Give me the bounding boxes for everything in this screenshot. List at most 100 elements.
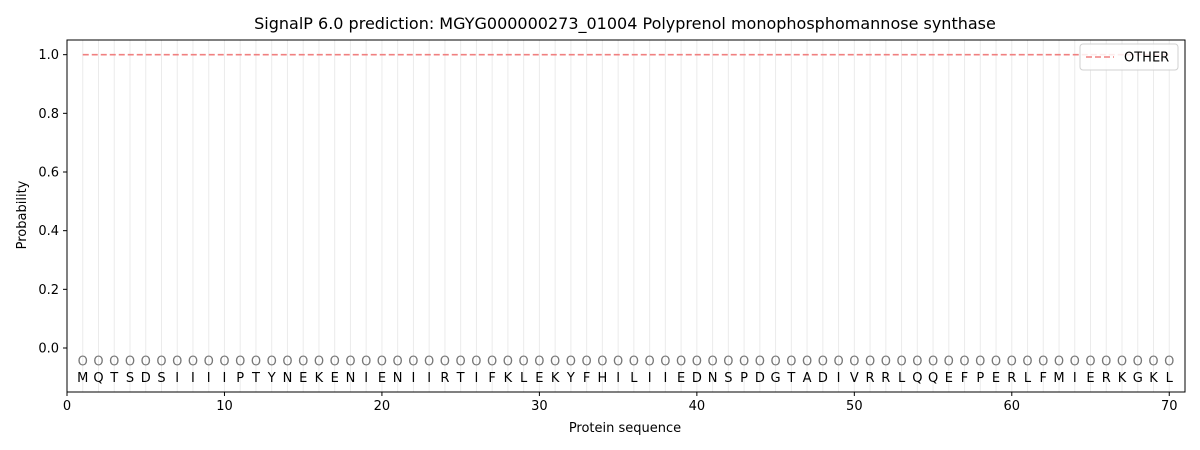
predicted-class-marker: O (471, 355, 481, 370)
y-axis-label: Probability (15, 180, 30, 249)
residue-label: E (945, 371, 953, 386)
x-tick-label: 40 (689, 399, 706, 414)
predicted-class-marker: O (78, 355, 88, 370)
predicted-class-marker: O (298, 355, 308, 370)
residue-label: Q (93, 371, 103, 386)
predicted-class-marker: O (519, 355, 529, 370)
residue-label: D (141, 371, 151, 386)
residue-label: T (251, 371, 260, 386)
predicted-class-marker: O (1101, 355, 1111, 370)
plot-frame (66, 39, 1186, 393)
residue-label: K (504, 371, 513, 386)
predicted-class-marker: O (156, 355, 166, 370)
residue-label: A (803, 371, 812, 386)
residue-label: N (393, 371, 403, 386)
x-axis-label: Protein sequence (569, 421, 681, 436)
predicted-class-marker: O (849, 355, 859, 370)
residue-label: I (1073, 371, 1077, 386)
predicted-class-marker: O (456, 355, 466, 370)
x-tick-label: 50 (846, 399, 863, 414)
predicted-class-marker: O (676, 355, 686, 370)
predicted-class-marker: O (582, 355, 592, 370)
residue-label: T (109, 371, 118, 386)
grid-layer (82, 40, 1170, 392)
predicted-class-marker: O (818, 355, 828, 370)
y-axis-ticks: 0.0 0.2 0.4 0.6 0.8 1.0 (38, 48, 67, 357)
residue-label: I (175, 371, 179, 386)
predicted-class-marker: O (613, 355, 623, 370)
predicted-class-marker: O (802, 355, 812, 370)
residue-label: S (157, 371, 165, 386)
residue-label: E (1086, 371, 1094, 386)
predicted-class-marker: O (487, 355, 497, 370)
residue-label: F (1040, 371, 1047, 386)
predicted-class-marker: O (1133, 355, 1143, 370)
residue-label: D (692, 371, 702, 386)
predicted-class-marker: O (944, 355, 954, 370)
x-tick-label: 60 (1004, 399, 1021, 414)
predicted-class-marker: O (660, 355, 670, 370)
residue-label: I (616, 371, 620, 386)
legend: OTHER (1079, 43, 1179, 71)
predicted-class-marker: O (1164, 355, 1174, 370)
residue-label: D (818, 371, 828, 386)
residue-label: E (677, 371, 685, 386)
x-tick-label: 30 (531, 399, 548, 414)
x-tick-label: 10 (216, 399, 233, 414)
predicted-class-marker: O (141, 355, 151, 370)
predicted-class-marker: O (723, 355, 733, 370)
predicted-class-marker: O (645, 355, 655, 370)
residue-label: K (1149, 371, 1158, 386)
residue-label: I (474, 371, 478, 386)
predicted-class-marker: O (786, 355, 796, 370)
residue-label: N (346, 371, 356, 386)
residue-label: F (583, 371, 590, 386)
residue-label: E (992, 371, 1000, 386)
residue-label: Q (912, 371, 922, 386)
residue-label: R (1102, 371, 1111, 386)
residue-label: T (786, 371, 795, 386)
residue-label: I (364, 371, 368, 386)
y-tick-label: 0.6 (38, 166, 59, 181)
predicted-class-marker: O (330, 355, 340, 370)
predicted-class-marker: O (550, 355, 560, 370)
predicted-class-marker: O (219, 355, 229, 370)
residue-label: K (1118, 371, 1127, 386)
residue-label: R (440, 371, 449, 386)
x-tick-label: 20 (374, 399, 391, 414)
predicted-class-marker: O (1054, 355, 1064, 370)
predicted-class-marker: O (896, 355, 906, 370)
residue-label: Y (566, 371, 575, 386)
y-tick-label: 0.4 (38, 224, 59, 239)
predicted-class-marker: O (707, 355, 717, 370)
x-tick-label: 70 (1161, 399, 1178, 414)
residue-label: L (898, 371, 906, 386)
legend-label-other: OTHER (1124, 51, 1169, 66)
predicted-class-marker: O (235, 355, 245, 370)
predicted-class-marker: O (1085, 355, 1095, 370)
residue-label: N (283, 371, 293, 386)
residue-label: Q (928, 371, 938, 386)
predicted-class-marker: O (1117, 355, 1127, 370)
residue-label: S (126, 371, 134, 386)
predicted-class-marker: O (204, 355, 214, 370)
residue-label: Y (267, 371, 276, 386)
residue-label: G (1133, 371, 1143, 386)
predicted-class-marker: O (991, 355, 1001, 370)
residue-label: G (771, 371, 781, 386)
predicted-class-marker: O (503, 355, 513, 370)
residue-label: L (520, 371, 528, 386)
residue-label: S (724, 371, 732, 386)
residue-label: K (315, 371, 324, 386)
predicted-class-marker: O (566, 355, 576, 370)
predicted-class-marker: O (534, 355, 544, 370)
residue-label: E (378, 371, 386, 386)
y-tick-label: 1.0 (38, 48, 59, 63)
residue-label: P (740, 371, 748, 386)
chart-title: SignalP 6.0 prediction: MGYG000000273_01… (254, 14, 996, 34)
predicted-class-marker: O (975, 355, 985, 370)
residue-label: V (850, 371, 859, 386)
predicted-class-marker: O (345, 355, 355, 370)
predicted-class-marker: O (1148, 355, 1158, 370)
